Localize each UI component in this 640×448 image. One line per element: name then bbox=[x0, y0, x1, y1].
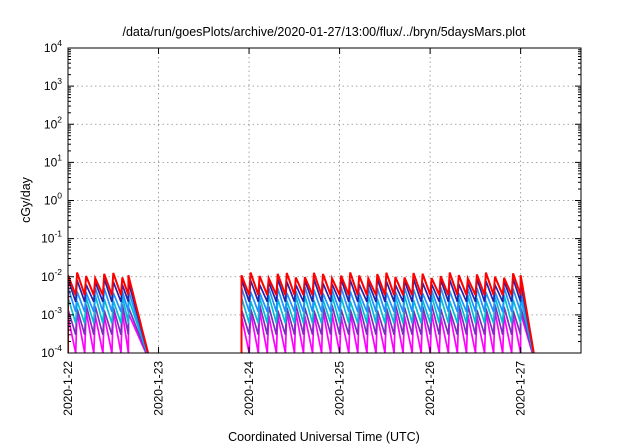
y-tick-label: 10-4 bbox=[41, 343, 62, 360]
x-tick-label: 2020-1-25 bbox=[333, 361, 347, 416]
y-tick-label: 10-1 bbox=[41, 229, 62, 246]
y-tick-label: 103 bbox=[44, 76, 62, 93]
x-tick-label: 2020-1-27 bbox=[514, 361, 528, 416]
x-axis-label: Coordinated Universal Time (UTC) bbox=[228, 430, 420, 444]
y-tick-label: 101 bbox=[44, 152, 62, 169]
y-tick-label: 102 bbox=[44, 114, 62, 131]
x-tick-label: 2020-1-26 bbox=[423, 361, 437, 416]
x-tick-label: 2020-1-23 bbox=[152, 361, 166, 416]
y-tick-labels: 104 103 102 101 100 10-1 10-2 10-3 10-4 bbox=[41, 38, 62, 360]
series-group bbox=[68, 272, 535, 353]
y-tick-label: 10-3 bbox=[41, 305, 62, 322]
x-tick-label: 2020-1-22 bbox=[61, 361, 75, 416]
series-line bbox=[240, 272, 535, 353]
axis-ticks bbox=[67, 47, 581, 354]
y-tick-label: 104 bbox=[44, 38, 62, 55]
chart-title: /data/run/goesPlots/archive/2020-01-27/1… bbox=[122, 25, 526, 39]
y-tick-label: 100 bbox=[44, 191, 62, 208]
y-axis-label: cGy/day bbox=[19, 176, 33, 223]
x-tick-labels: 2020-1-22 2020-1-23 2020-1-24 2020-1-25 2020… bbox=[61, 361, 528, 416]
x-tick-label: 2020-1-24 bbox=[242, 361, 256, 416]
y-tick-label: 10-2 bbox=[41, 267, 62, 284]
series-line bbox=[68, 272, 150, 353]
